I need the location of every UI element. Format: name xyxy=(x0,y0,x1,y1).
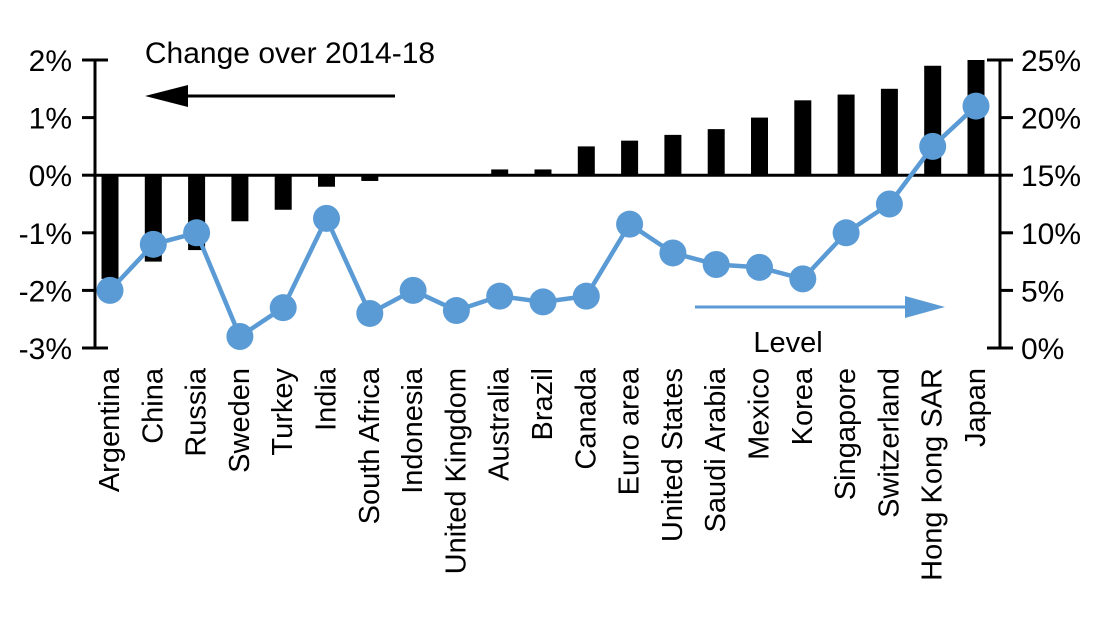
bar xyxy=(534,169,552,176)
bar xyxy=(231,175,249,222)
level-point xyxy=(962,92,990,120)
category-label: Mexico xyxy=(744,368,776,460)
level-point xyxy=(486,282,514,310)
left-axis-tick-label: 0% xyxy=(29,160,72,193)
category-label: Indonesia xyxy=(397,367,429,494)
level-point xyxy=(313,204,340,232)
labels-layer: 2% 1% 0% -1% -2% -3% 25% 20% 15% 10% 5% 0% Argentina… xyxy=(19,45,1081,581)
category-label: Argentina xyxy=(94,367,126,492)
category-label: Singapore xyxy=(830,368,862,500)
level-point xyxy=(139,230,167,258)
left-axis-tick-label: -2% xyxy=(19,275,72,308)
bar xyxy=(794,100,812,176)
bar xyxy=(621,140,639,176)
category-label: Turkey xyxy=(267,368,299,456)
level-point xyxy=(616,210,644,238)
change-arrow-left-head xyxy=(145,85,188,107)
category-label: Sweden xyxy=(224,368,256,473)
bar xyxy=(361,175,379,181)
right-axis-tick-label: 0% xyxy=(1021,333,1064,366)
category-label: Hong Kong SAR xyxy=(917,368,949,581)
level-point xyxy=(702,250,730,278)
category-label: Russia xyxy=(181,367,213,457)
level-point xyxy=(96,276,124,304)
right-axis-tick-label: 5% xyxy=(1021,275,1064,308)
category-label: United States xyxy=(657,368,689,542)
right-axis-tick-label: 10% xyxy=(1021,218,1081,251)
level-point xyxy=(832,219,860,247)
category-label: Japan xyxy=(960,368,992,447)
bar xyxy=(101,175,119,279)
right-axis-tick-label: 15% xyxy=(1021,160,1081,193)
bar xyxy=(491,169,509,176)
level-point xyxy=(529,288,557,316)
level-point xyxy=(746,253,773,281)
bar xyxy=(837,94,855,176)
bar xyxy=(880,88,898,176)
category-label: Euro area xyxy=(614,367,646,495)
bar xyxy=(751,117,768,176)
category-label: South Africa xyxy=(354,367,386,524)
category-label: India xyxy=(311,367,343,431)
bar xyxy=(707,129,725,176)
level-point xyxy=(659,239,687,267)
level-point xyxy=(875,190,903,218)
right-axis-tick-label: 25% xyxy=(1021,45,1081,78)
left-axis-tick-label: -3% xyxy=(19,333,72,366)
level-arrow-right-head xyxy=(905,296,945,318)
level-point xyxy=(919,132,947,160)
level-point xyxy=(442,297,470,325)
category-label: Switzerland xyxy=(873,368,905,518)
level-point xyxy=(183,219,211,247)
bar xyxy=(577,146,595,176)
chart-title: Change over 2014-18 xyxy=(145,37,435,70)
level-point xyxy=(226,322,254,350)
level-point xyxy=(789,265,817,293)
category-label: United Kingdom xyxy=(440,368,472,574)
left-axis-tick-label: 1% xyxy=(29,103,72,136)
line-layer xyxy=(96,92,990,350)
category-label: Brazil xyxy=(527,368,559,441)
category-label: Australia xyxy=(484,367,516,481)
category-label: China xyxy=(137,367,169,444)
bar xyxy=(318,175,335,187)
level-point xyxy=(356,299,384,327)
bar xyxy=(274,175,292,210)
right-axis-tick-label: 20% xyxy=(1021,103,1081,136)
level-point xyxy=(399,276,427,304)
left-axis-tick-label: -1% xyxy=(19,218,72,251)
left-axis-tick-label: 2% xyxy=(29,45,72,78)
level-point xyxy=(572,282,600,310)
level-series-label: Level xyxy=(753,327,822,359)
bars-layer xyxy=(101,60,985,279)
category-label: Canada xyxy=(570,367,602,469)
category-label: Saudi Arabia xyxy=(700,367,732,532)
level-point xyxy=(269,294,297,322)
bar xyxy=(664,134,682,176)
category-label: Korea xyxy=(787,367,819,445)
annotations-layer: Change over 2014-18 Level xyxy=(145,37,945,359)
